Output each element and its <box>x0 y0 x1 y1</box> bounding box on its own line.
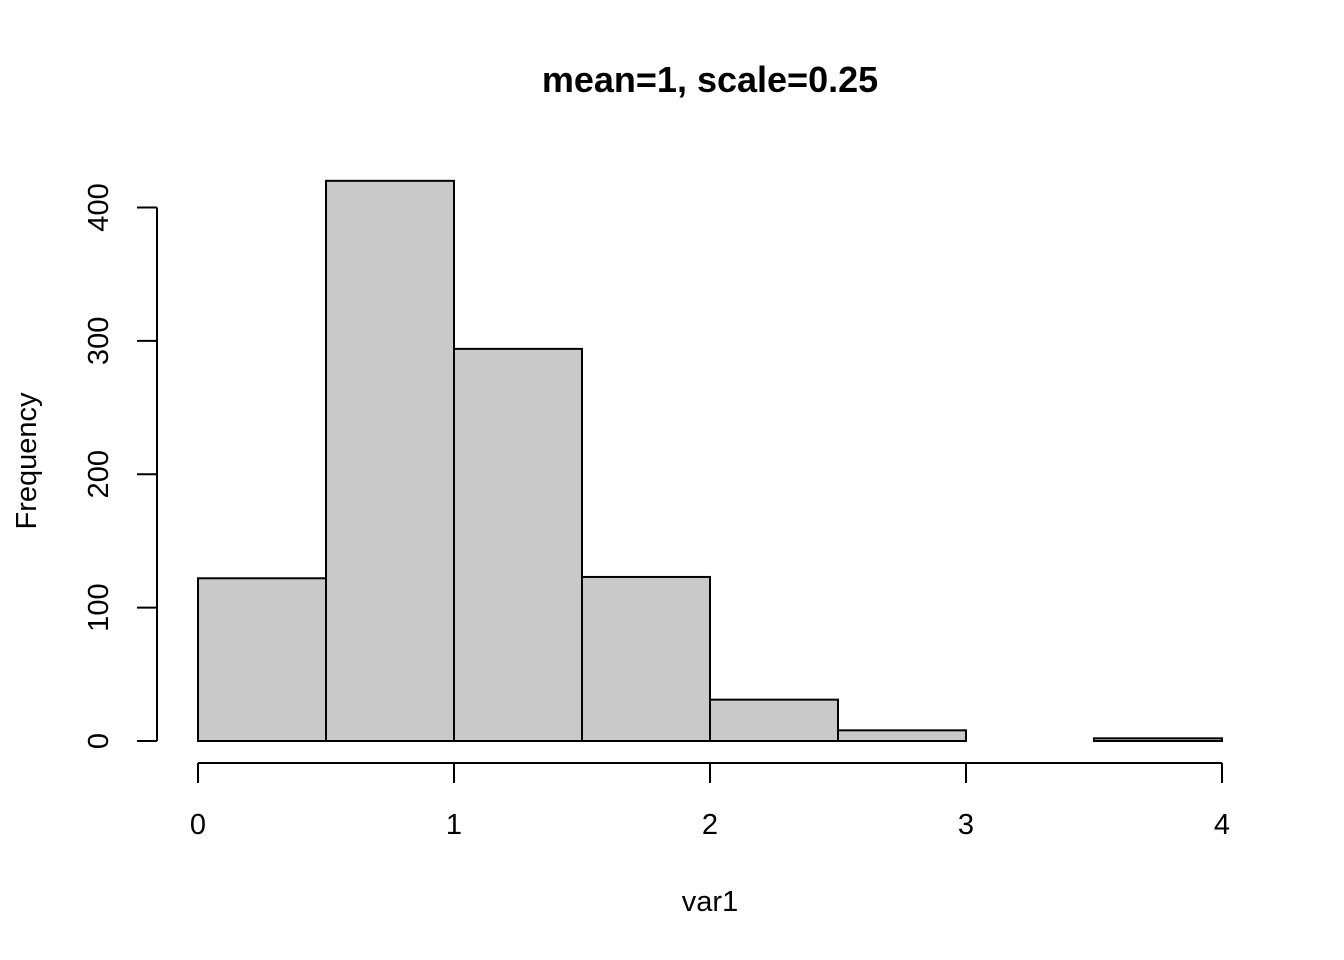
x-tick-label: 2 <box>702 809 718 841</box>
y-tick-label: 200 <box>83 450 115 498</box>
histogram-bar <box>709 698 839 742</box>
histogram-bar <box>837 729 967 743</box>
histogram-bar <box>453 347 583 742</box>
histogram-bar <box>325 179 455 742</box>
y-axis-label: Frequency <box>11 392 43 530</box>
chart-title: mean=1, scale=0.25 <box>542 59 878 100</box>
y-tick-label: 400 <box>83 183 115 231</box>
x-axis: 0 1 2 3 4 <box>190 762 1230 841</box>
histogram-bar <box>581 575 711 742</box>
y-axis: 0 100 200 300 400 <box>83 183 158 749</box>
x-tick-label: 0 <box>190 809 206 841</box>
x-tick-label: 1 <box>446 809 462 841</box>
histogram-bar <box>1093 737 1223 743</box>
y-tick-label: 300 <box>83 317 115 365</box>
bars-group <box>197 179 1223 743</box>
histogram-bar <box>197 577 327 742</box>
y-tick-label: 100 <box>83 583 115 631</box>
x-axis-label: var1 <box>682 886 738 918</box>
x-tick-label: 4 <box>1214 809 1230 841</box>
y-tick-label: 0 <box>83 733 115 749</box>
x-tick-label: 3 <box>958 809 974 841</box>
